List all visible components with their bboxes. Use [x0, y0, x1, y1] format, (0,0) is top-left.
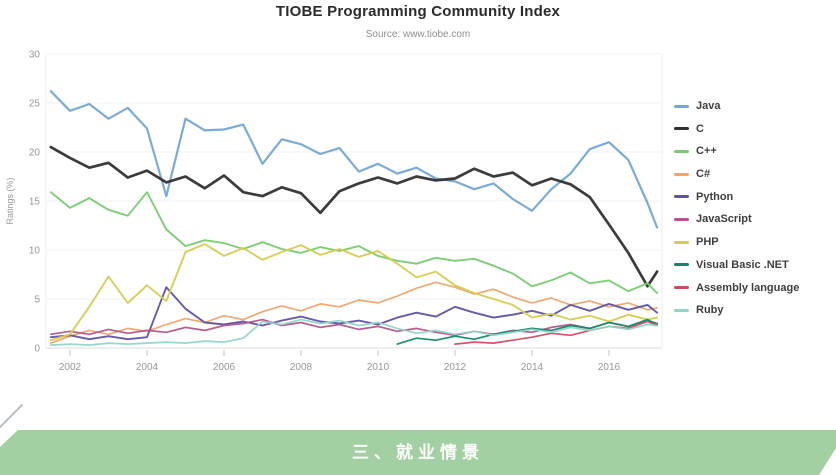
- series-line-java: [49, 90, 659, 229]
- legend-swatch-python: [674, 195, 689, 199]
- legend-swatch-c: [674, 127, 689, 131]
- x-tick-label: 2004: [136, 362, 159, 373]
- y-tick-label: 25: [29, 99, 41, 110]
- legend-swatch-php: [674, 240, 689, 244]
- y-axis-title: Ratings (%): [5, 177, 15, 224]
- legend-item-c: C++: [674, 142, 799, 160]
- series-line-php: [49, 243, 659, 342]
- banner: 三、就业情景: [0, 430, 836, 475]
- series-line-javascript: [49, 318, 658, 337]
- legend-item-python: Python: [674, 188, 799, 206]
- legend-item-c: C: [674, 120, 799, 138]
- y-tick-label: 10: [29, 246, 41, 257]
- x-tick-label: 2016: [598, 362, 621, 373]
- legend-swatch-c: [674, 149, 689, 153]
- legend-item-visual-basic-net: Visual Basic .NET: [674, 256, 799, 274]
- series-line-cpp: [49, 191, 659, 295]
- x-tick-label: 2002: [59, 362, 82, 373]
- series-line-csharp: [49, 281, 658, 344]
- legend-item-assembly-language: Assembly language: [674, 279, 799, 297]
- legend-label-assembly-language: Assembly language: [696, 281, 800, 294]
- chart-subtitle: Source: www.tiobe.com: [365, 29, 471, 40]
- legend-swatch-visual-basic-net: [674, 263, 689, 267]
- y-tick-label: 5: [34, 295, 40, 306]
- legend-label-ruby: Ruby: [696, 304, 724, 317]
- x-tick-label: 2014: [521, 362, 544, 373]
- legend-label-c: C: [696, 122, 704, 135]
- legend-item-java: Java: [674, 97, 799, 115]
- series-line-python: [49, 286, 659, 341]
- series-line-c: [49, 145, 659, 288]
- legend-swatch-javascript: [674, 217, 689, 221]
- legend-item-ruby: Ruby: [674, 301, 799, 319]
- x-tick-label: 2008: [290, 362, 313, 373]
- x-tick-label: 2010: [367, 362, 390, 373]
- legend-label-c: C++: [696, 145, 717, 158]
- legend-swatch-assembly-language: [674, 286, 689, 289]
- legend: Java C C++ C# Python JavaScript PHP Visual Basi…: [674, 97, 799, 324]
- chart-title: TIOBE Programming Community Index: [275, 3, 561, 20]
- legend-item-c: C#: [674, 165, 799, 183]
- y-tick-label: 30: [29, 50, 41, 61]
- legend-swatch-java: [674, 104, 689, 108]
- legend-label-python: Python: [696, 190, 734, 203]
- series-line-assembly-language: [454, 320, 658, 345]
- banner-text: 三、就业情景: [352, 443, 484, 462]
- legend-label-javascript: JavaScript: [696, 213, 752, 226]
- x-tick-label: 2006: [213, 362, 236, 373]
- legend-label-php: PHP: [696, 236, 719, 249]
- corner-decor-line: [0, 404, 23, 428]
- x-tick-label: 2012: [444, 362, 467, 373]
- y-tick-label: 20: [29, 148, 41, 159]
- y-tick-label: 0: [34, 344, 40, 355]
- legend-item-javascript: JavaScript: [674, 210, 799, 228]
- legend-item-php: PHP: [674, 233, 799, 251]
- legend-label-visual-basic-net: Visual Basic .NET: [696, 258, 789, 271]
- legend-swatch-ruby: [674, 308, 689, 312]
- legend-label-c: C#: [696, 168, 711, 181]
- y-tick-label: 15: [29, 197, 41, 208]
- series-line-visual-basic-net: [396, 318, 658, 345]
- legend-label-java: Java: [696, 100, 721, 112]
- series-line-ruby: [49, 318, 658, 346]
- legend-swatch-c: [674, 172, 689, 176]
- chart-canvas: 0 5 10 15 20 25 30 2002 2004 2006 2008 2010 2012 2014…: [5, 50, 663, 373]
